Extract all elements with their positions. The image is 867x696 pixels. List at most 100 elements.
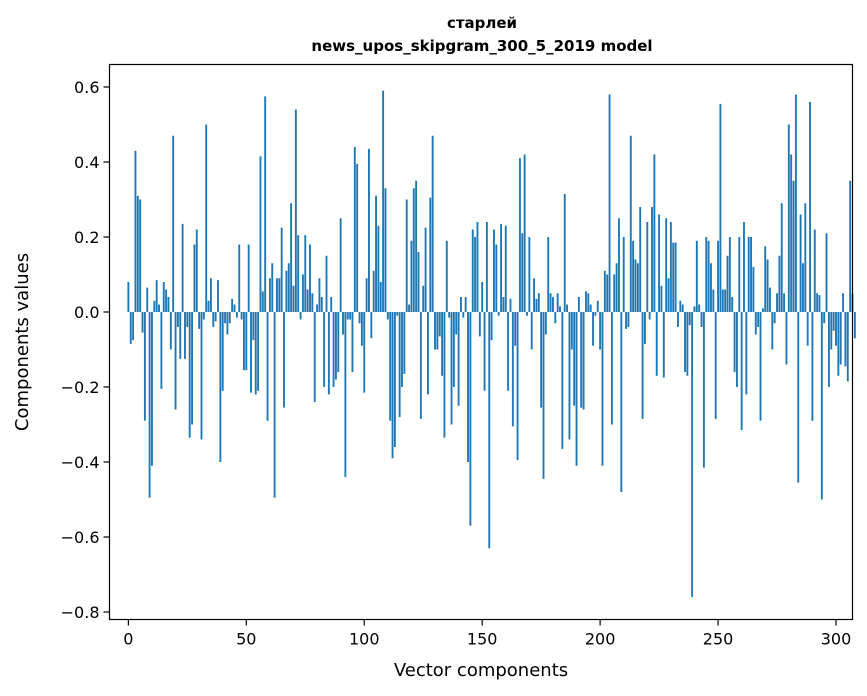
bar-189 [573, 312, 576, 406]
y-tick-label: 0.0 [74, 303, 99, 322]
bar-69 [290, 203, 293, 312]
bar-123 [417, 252, 420, 312]
bar-239 [691, 312, 694, 597]
bar-156 [495, 244, 498, 312]
bar-79 [313, 312, 316, 402]
bar-116 [401, 312, 403, 387]
bar-187 [568, 312, 571, 440]
bar-46 [235, 312, 238, 318]
bar-278 [783, 293, 786, 312]
bar-181 [554, 312, 557, 324]
bar-253 [724, 289, 727, 312]
bar-177 [544, 312, 547, 335]
bar-52 [250, 312, 252, 393]
bar-83 [323, 312, 326, 387]
bar-179 [549, 293, 552, 312]
chart-title-line-2: news_upos_skipgram_300_5_2019 model [311, 37, 652, 55]
bar-90 [339, 218, 342, 312]
bar-170 [528, 237, 531, 312]
bar-63 [276, 278, 278, 312]
bar-213 [629, 135, 632, 312]
bar-231 [672, 242, 675, 312]
bar-299 [832, 312, 835, 331]
bar-280 [787, 124, 790, 312]
bar-163 [511, 312, 514, 427]
bar-30 [198, 312, 201, 329]
bar-145 [469, 312, 472, 526]
bar-113 [393, 312, 396, 447]
bar-201 [601, 312, 604, 466]
bar-286 [802, 263, 804, 312]
bar-129 [431, 135, 434, 312]
y-tick-label: 0.4 [74, 153, 99, 172]
bar-295 [823, 312, 826, 324]
bar-134 [443, 312, 446, 438]
bar-65 [280, 227, 283, 312]
bar-191 [577, 297, 580, 312]
bar-119 [408, 304, 411, 312]
bar-287 [804, 203, 807, 312]
x-tick-label: 150 [467, 630, 498, 649]
bar-130 [434, 312, 436, 350]
bar-104 [372, 270, 375, 312]
bar-196 [589, 304, 592, 312]
bar-202 [603, 270, 606, 312]
bar-147 [474, 237, 477, 312]
bar-series [127, 90, 856, 597]
bar-261 [743, 222, 745, 312]
bar-13 [158, 304, 160, 312]
bar-114 [396, 312, 399, 316]
bar-48 [240, 312, 243, 320]
bar-257 [733, 312, 736, 372]
x-tick-label: 100 [349, 630, 380, 649]
bar-96 [353, 147, 356, 312]
bar-98 [358, 312, 361, 324]
bar-162 [509, 298, 512, 313]
bar-137 [450, 312, 453, 425]
bar-87 [332, 312, 335, 387]
chart-title-line-1: старлей [447, 14, 517, 32]
y-tick-label: −0.2 [61, 378, 100, 397]
bar-140 [457, 312, 460, 406]
bar-101 [365, 278, 368, 312]
bar-292 [816, 293, 819, 312]
bar-234 [679, 300, 682, 312]
bar-141 [460, 297, 462, 312]
bar-248 [712, 289, 715, 312]
bar-215 [634, 259, 637, 312]
bar-112 [391, 312, 394, 459]
bar-102 [368, 148, 370, 313]
bar-75 [304, 235, 307, 313]
bar-169 [526, 312, 528, 316]
bar-236 [684, 312, 686, 372]
bar-276 [778, 255, 781, 312]
bar-64 [278, 278, 281, 312]
bar-103 [370, 312, 373, 339]
bar-148 [476, 222, 479, 312]
y-tick-label: 0.2 [74, 228, 99, 247]
bar-59 [266, 312, 269, 421]
bar-73 [299, 312, 302, 320]
bar-160 [504, 225, 507, 312]
bar-214 [632, 240, 635, 312]
bar-93 [346, 312, 349, 320]
bar-89 [337, 312, 340, 372]
bar-228 [665, 218, 668, 312]
bar-224 [655, 312, 658, 376]
bar-244 [702, 312, 705, 468]
bar-161 [507, 312, 510, 391]
bar-158 [500, 223, 502, 313]
bar-211 [625, 312, 628, 329]
bar-39 [219, 312, 222, 462]
bar-301 [837, 312, 840, 376]
bar-85 [327, 312, 330, 395]
bar-300 [835, 312, 837, 346]
bar-0 [127, 282, 130, 312]
bar-240 [693, 306, 696, 313]
bar-216 [636, 263, 639, 312]
bar-23 [181, 223, 184, 313]
bar-302 [839, 312, 842, 365]
bar-45 [233, 304, 236, 312]
bar-221 [648, 312, 651, 320]
bar-5 [139, 199, 142, 312]
